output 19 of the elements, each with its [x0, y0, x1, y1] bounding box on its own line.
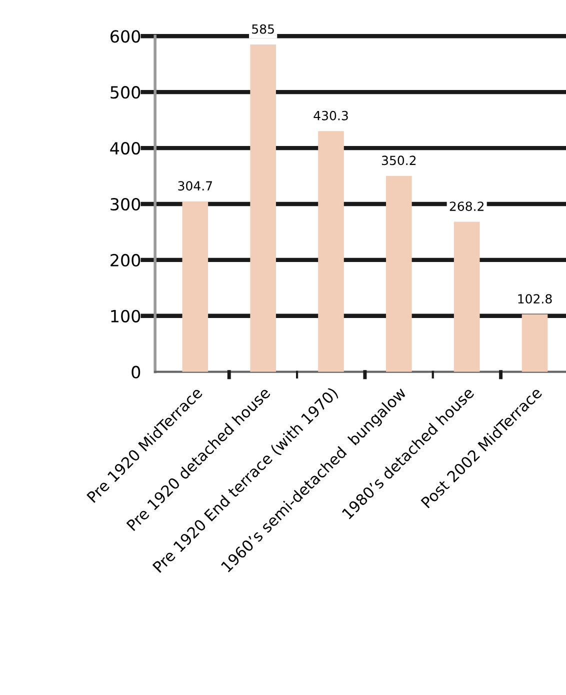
data-label: 350.2: [382, 156, 416, 166]
y-tick-label: 600: [110, 30, 140, 43]
bar: [182, 201, 208, 372]
data-label: 585: [252, 24, 274, 34]
data-label: 304.7: [178, 181, 212, 191]
bar: [250, 44, 276, 372]
y-tick-label: 500: [110, 86, 140, 99]
y-tick-label: 400: [110, 142, 140, 155]
y-tick-label: 300: [110, 198, 140, 211]
data-label: 268.2: [450, 202, 484, 212]
y-tick-label: 200: [110, 254, 140, 266]
bar: [454, 222, 480, 372]
data-label: 102.8: [518, 294, 552, 304]
bar: [318, 131, 344, 372]
bar: [522, 314, 548, 372]
y-tick-label: 100: [111, 310, 140, 322]
bar: [386, 176, 412, 372]
data-label: 430.3: [314, 110, 348, 120]
y-tick-label: 0: [132, 366, 140, 378]
